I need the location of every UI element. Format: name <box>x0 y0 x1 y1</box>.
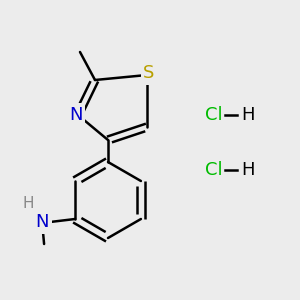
Text: N: N <box>35 213 49 231</box>
Text: N: N <box>69 106 83 124</box>
Text: Cl: Cl <box>205 106 223 124</box>
Text: H: H <box>241 161 254 179</box>
Text: Cl: Cl <box>205 161 223 179</box>
Text: H: H <box>22 196 34 211</box>
Text: H: H <box>241 106 254 124</box>
Text: S: S <box>143 64 155 82</box>
